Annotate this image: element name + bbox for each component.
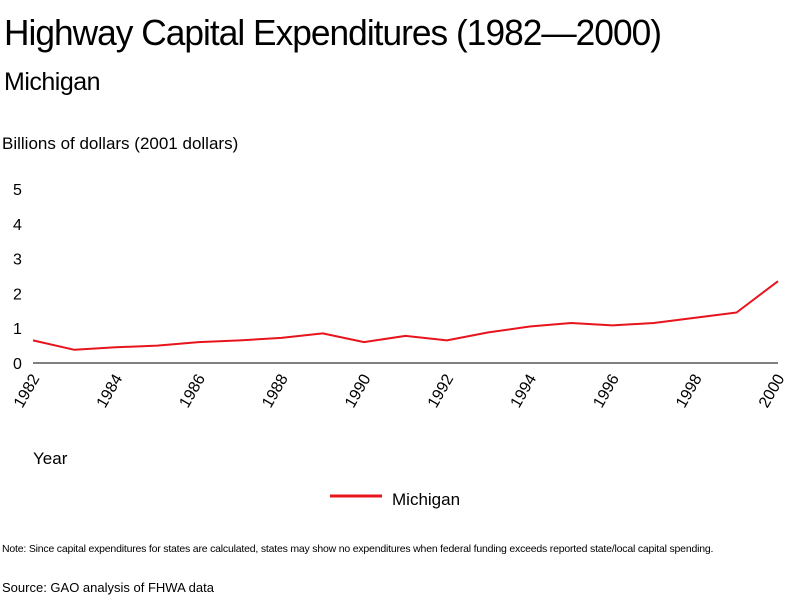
source-note: Source: GAO analysis of FHWA data (2, 580, 214, 595)
x-tick-label: 1998 (673, 371, 706, 410)
y-tick-label: 1 (13, 321, 22, 338)
y-tick-label: 2 (13, 286, 22, 303)
x-tick-label: 1988 (259, 371, 292, 410)
x-tick-label: 1986 (177, 371, 210, 410)
x-tick-label: 1992 (425, 371, 458, 410)
y-tick-label: 0 (13, 356, 22, 373)
chart-subtitle: Michigan (4, 68, 101, 96)
series-line-michigan (32, 280, 779, 351)
x-tick-label: 1984 (94, 371, 127, 410)
x-tick-label: 2000 (756, 371, 789, 410)
chart-title: Highway Capital Expenditures (1982—2000) (4, 12, 662, 53)
x-tick-label: 1982 (11, 371, 44, 410)
x-axis-label: Year (33, 449, 68, 468)
legend-label: Michigan (392, 490, 460, 509)
x-tick-label: 1994 (508, 371, 541, 410)
y-tick-label: 3 (13, 252, 22, 269)
footnote: Note: Since capital expenditures for sta… (2, 543, 714, 555)
y-tick-label: 5 (13, 182, 22, 199)
y-axis-label: Billions of dollars (2001 dollars) (2, 134, 239, 153)
x-tick-label: 1996 (590, 371, 623, 410)
x-tick-label: 1990 (342, 371, 375, 410)
y-tick-label: 4 (13, 217, 22, 234)
